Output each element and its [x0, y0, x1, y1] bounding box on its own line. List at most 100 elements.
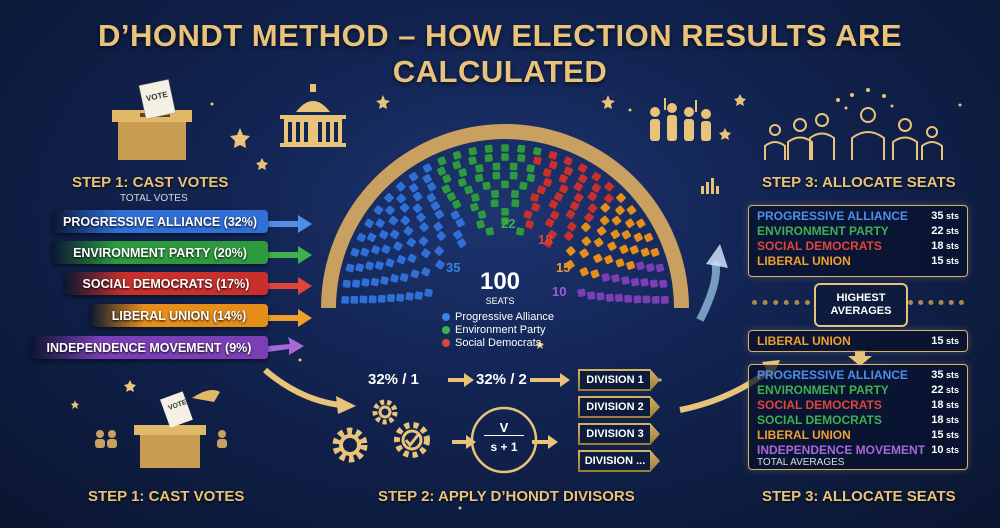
seat	[412, 191, 423, 202]
seat	[625, 218, 635, 228]
seat	[515, 227, 525, 236]
seat	[434, 209, 445, 220]
seat-unit: sts	[943, 429, 959, 440]
seat	[569, 201, 580, 211]
people-icon	[764, 107, 943, 160]
seat	[579, 248, 589, 258]
seat	[604, 181, 614, 192]
party-ribbon: PROGRESSIVE ALLIANCE (32%)	[52, 210, 268, 233]
seat	[381, 244, 391, 254]
seat	[441, 184, 451, 194]
seat	[565, 209, 576, 220]
seat-row: PROGRESSIVE ALLIANCE 35 sts	[749, 367, 967, 382]
seat	[517, 153, 526, 163]
capitol-icon	[280, 84, 346, 147]
dotted-divider-right	[908, 300, 964, 305]
seat	[437, 166, 447, 176]
seat	[490, 199, 499, 208]
seat	[596, 226, 607, 236]
voter-icons	[95, 430, 227, 448]
seat	[596, 292, 605, 301]
seat	[356, 232, 366, 243]
seat	[379, 230, 389, 240]
gears-icon	[332, 399, 538, 474]
seat	[593, 253, 603, 263]
seat	[655, 263, 665, 273]
seat-count: 15 sts	[931, 255, 959, 267]
calc-1: 32% / 1	[368, 371, 419, 388]
step3-heading: STEP 3: ALLOCATE SEATS	[762, 174, 956, 191]
seat-count: 15 sts	[931, 335, 959, 347]
bar-chart-icon	[701, 178, 719, 194]
seat-total: 100	[479, 268, 521, 295]
seat	[393, 241, 403, 251]
party-name: LIBERAL UNION	[757, 427, 851, 442]
ballot-box-icon	[112, 79, 192, 160]
division-label: DIVISION 1	[580, 371, 650, 389]
page-title: D’HONDT METHOD – HOW ELECTION RESULTS AR…	[97, 18, 903, 89]
parliament-legend: Progressive Alliance Environment Party Soc…	[442, 310, 554, 349]
division-label: DIVISION ...	[580, 452, 650, 470]
seat-number: 35	[931, 368, 944, 381]
seat-count: 35 sts	[931, 369, 959, 381]
seat	[649, 279, 659, 288]
seat	[345, 263, 355, 273]
seat	[537, 185, 546, 195]
seat-unit: sts	[943, 414, 959, 425]
legend-entry: Progressive Alliance	[442, 310, 554, 323]
seat	[471, 193, 480, 202]
seat-count-label: 10	[552, 284, 566, 299]
seat	[421, 267, 431, 277]
seat	[548, 199, 558, 209]
seat	[399, 202, 410, 213]
seat	[650, 247, 660, 257]
seat-number: 15	[931, 428, 944, 441]
seat	[573, 182, 583, 192]
seat	[501, 217, 509, 225]
seat	[442, 174, 452, 184]
highest-averages-badge: HIGHEST AVERAGES	[814, 283, 908, 327]
seat-unit: sts	[943, 255, 959, 266]
seat	[591, 183, 602, 193]
seat-number: 35	[931, 209, 944, 222]
seat	[484, 153, 493, 163]
seat	[607, 241, 617, 251]
seat-number: 22	[931, 224, 944, 237]
legend-swatch	[442, 312, 450, 321]
seat	[342, 279, 351, 288]
seat	[377, 294, 386, 303]
total-averages-panel: PROGRESSIVE ALLIANCE 35 sts ENVIRONMENT PA…	[748, 364, 968, 470]
seat	[484, 144, 493, 153]
seat	[359, 295, 368, 304]
seat-count: 18 sts	[931, 399, 959, 411]
star-icon	[230, 128, 250, 148]
seat	[396, 181, 406, 192]
seat	[388, 215, 399, 226]
legend-swatch	[442, 325, 450, 334]
seat	[531, 202, 540, 212]
seat	[636, 261, 645, 271]
seat	[577, 163, 588, 173]
seat	[619, 244, 629, 254]
seat	[633, 295, 642, 304]
seat	[542, 168, 552, 177]
seat	[517, 144, 526, 153]
seat-unit: sts	[943, 210, 959, 221]
party-arrows	[268, 215, 312, 355]
seat	[636, 218, 646, 229]
seat	[644, 232, 654, 243]
step1-heading: STEP 1: CAST VOTES	[72, 174, 229, 191]
seat	[422, 174, 432, 184]
seat	[616, 193, 626, 203]
seat	[605, 293, 614, 302]
seat	[408, 183, 419, 193]
seat	[365, 261, 374, 271]
seat	[396, 293, 405, 302]
seat	[458, 168, 468, 177]
highest-averages-label: HIGHEST AVERAGES	[830, 292, 892, 317]
seat	[509, 162, 518, 171]
seat	[492, 162, 501, 171]
seat	[615, 205, 625, 216]
seat	[387, 294, 395, 302]
seat	[593, 237, 604, 248]
